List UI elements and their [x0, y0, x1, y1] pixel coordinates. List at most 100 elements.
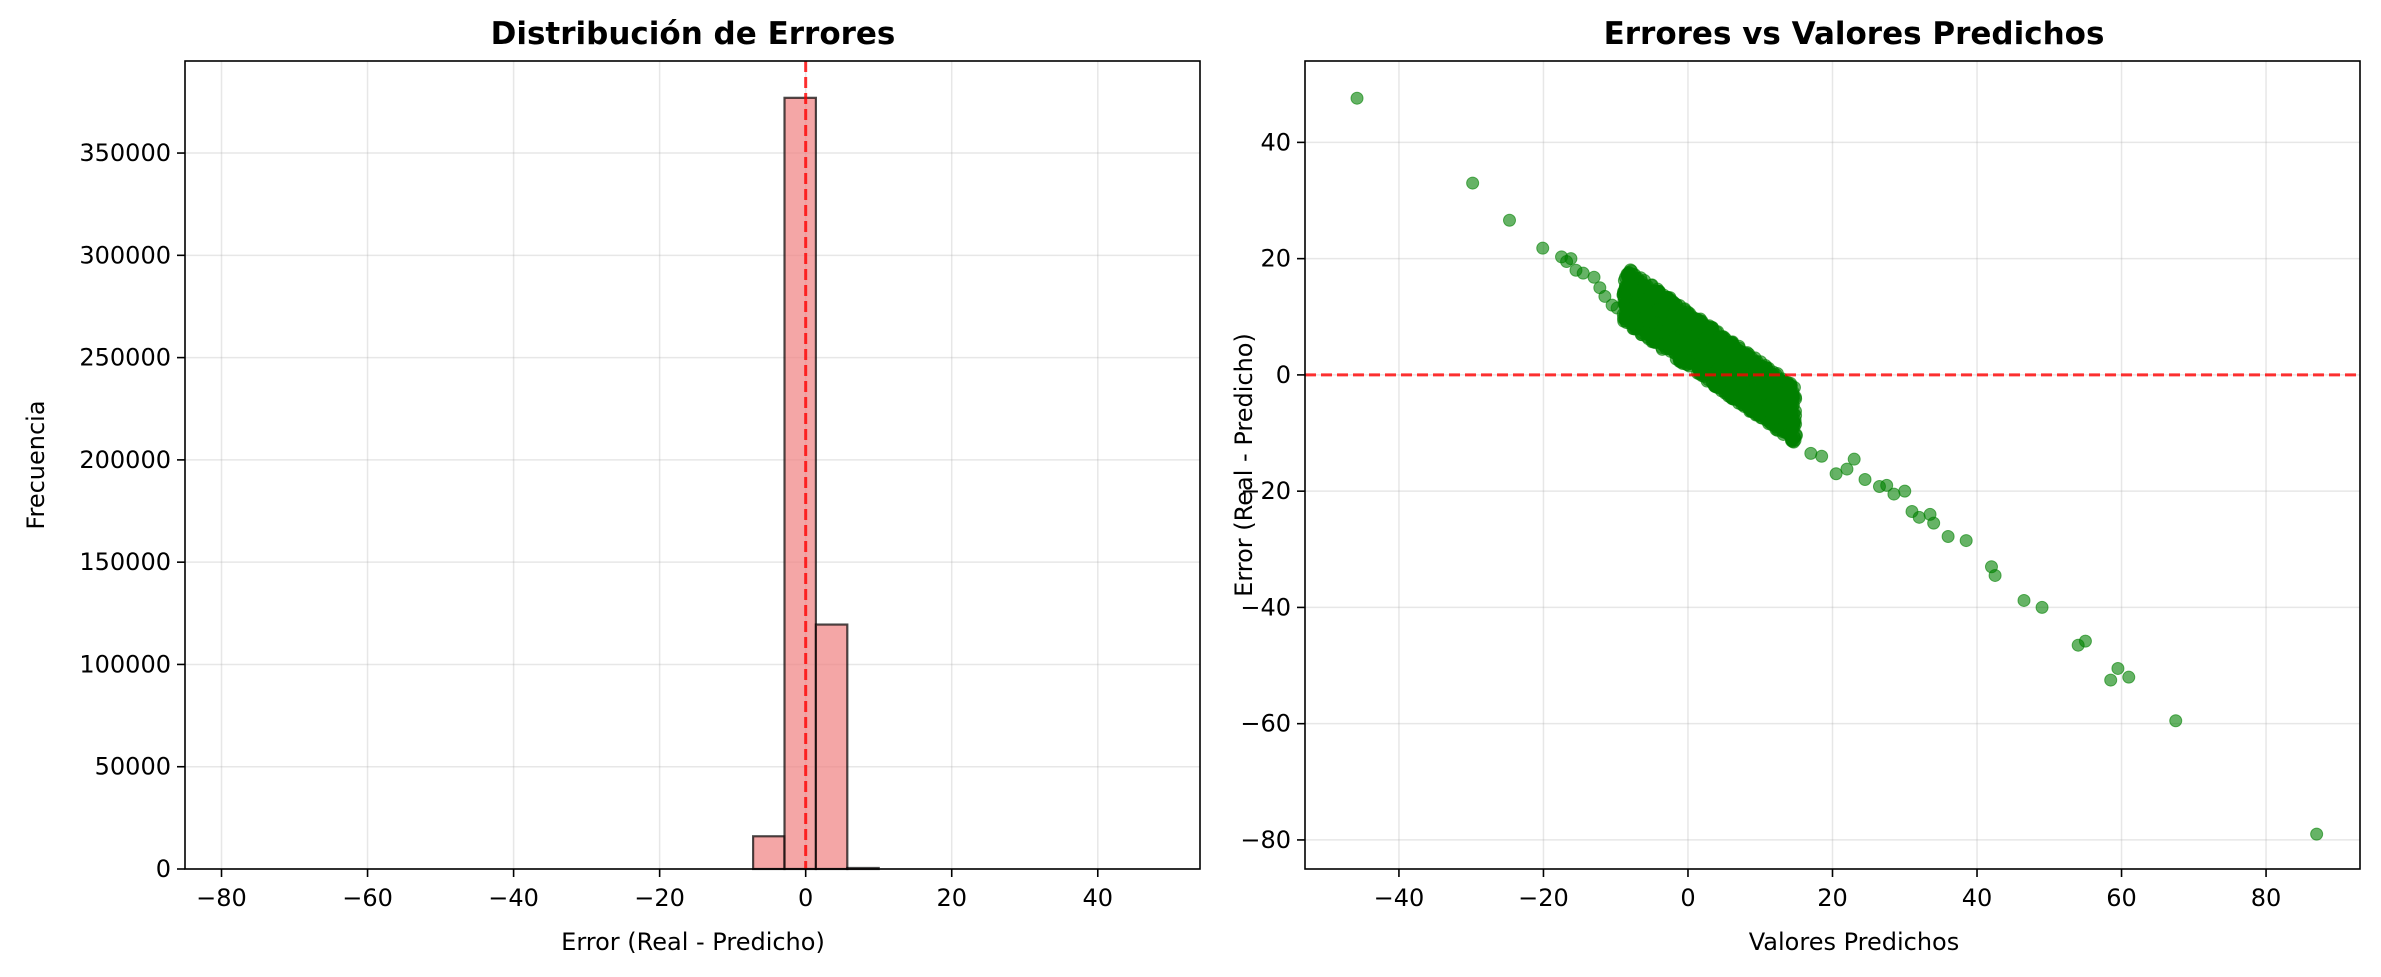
scatter-x-tick-label: 0: [1680, 884, 1695, 912]
scatter-y-tick-label: 20: [1260, 245, 1291, 273]
hist-y-tick-label: 100000: [79, 650, 171, 678]
scatter-x-tick-label: −20: [1518, 884, 1569, 912]
scatter-point: [2017, 593, 2031, 607]
scatter-point: [2122, 670, 2136, 684]
hist-y-tick-label: 300000: [79, 241, 171, 269]
scatter-point: [2310, 827, 2324, 841]
hist-bar: [814, 623, 849, 871]
hist-x-tick-label: −40: [488, 884, 539, 912]
scatter-y-tick-label: 40: [1260, 128, 1291, 156]
scatter-y-tick-label: −60: [1240, 710, 1291, 738]
scatter-x-tick-label: 60: [2106, 884, 2137, 912]
scatter-point: [1679, 316, 1693, 330]
scatter-y-tick-label: 0: [1276, 361, 1291, 389]
scatter-point: [1650, 282, 1664, 296]
hist-y-tick-label: 0: [156, 855, 171, 883]
scatter-point: [1630, 284, 1644, 298]
scatter-point: [1757, 386, 1771, 400]
scatter-point: [1536, 241, 1550, 255]
scatter-point: [1840, 462, 1854, 476]
hist-y-tick-label: 350000: [79, 139, 171, 167]
scatter-point: [1775, 407, 1789, 421]
hist-axes-frame: [184, 60, 1201, 870]
scatter-point: [1587, 270, 1601, 284]
scatter-point: [1698, 332, 1712, 346]
scatter-point: [1620, 316, 1634, 330]
scatter-point: [1690, 312, 1704, 326]
scatter-point: [1682, 341, 1696, 355]
scatter-point: [1959, 534, 1973, 548]
scatter-point: [1630, 298, 1644, 312]
scatter-point: [2035, 600, 2049, 614]
scatter-ylabel: Error (Real - Predicho): [1230, 333, 1258, 597]
scatter-point: [1674, 334, 1688, 348]
hist-x-tick-label: 40: [1082, 884, 1113, 912]
scatter-point: [1639, 326, 1653, 340]
scatter-point: [1661, 335, 1675, 349]
scatter-point: [1815, 449, 1829, 463]
scatter-point: [1804, 446, 1818, 460]
scatter-point: [1564, 252, 1578, 266]
scatter-point: [1847, 452, 1861, 466]
scatter-point: [1610, 301, 1624, 315]
hist-y-tick-label: 200000: [79, 446, 171, 474]
scatter-point: [2104, 673, 2118, 687]
scatter-point: [1927, 516, 1941, 530]
hist-xlabel: Error (Real - Predicho): [561, 928, 825, 956]
scatter-point: [2078, 634, 2092, 648]
histogram-chart: Distribución de Errores −80 −60 −40 −20 0 20 4…: [22, 16, 1201, 956]
scatter-x-tick-label: 20: [1817, 884, 1848, 912]
scatter-point: [1782, 378, 1796, 392]
hist-bar: [783, 96, 818, 871]
scatter-point: [1734, 345, 1748, 359]
hist-ylabel: Frecuencia: [22, 400, 50, 529]
scatter-point: [1466, 176, 1480, 190]
scatter-point: [1887, 487, 1901, 501]
hist-x-tick-label: 20: [936, 884, 967, 912]
scatter-grid: [1305, 61, 2360, 869]
scatter-x-tick-label: 40: [1962, 884, 1993, 912]
scatter-point: [2169, 714, 2183, 728]
hist-y-tick-label: 150000: [79, 548, 171, 576]
scatter-x-tick-label: 80: [2251, 884, 2282, 912]
scatter-point: [1691, 361, 1705, 375]
scatter-point: [1617, 290, 1631, 304]
scatter-point: [1576, 266, 1590, 280]
scatter-title: Errores vs Valores Predichos: [1604, 16, 2105, 52]
hist-y-tick-label: 50000: [95, 753, 171, 781]
hist-title: Distribución de Errores: [491, 16, 896, 52]
scatter-point: [1598, 289, 1612, 303]
scatter-point: [1502, 213, 1516, 227]
hist-y-tick-label: 250000: [79, 344, 171, 372]
scatter-point: [1912, 510, 1926, 524]
hist-x-tick-label: −60: [342, 884, 393, 912]
scatter-point: [1727, 391, 1741, 405]
scatter-point: [1858, 473, 1872, 487]
scatter-y-tick-label: −20: [1240, 477, 1291, 505]
hist-bars: [752, 96, 880, 871]
hist-x-tick-label: −20: [634, 884, 685, 912]
hist-x-ticks: −80 −60 −40 −20 0 20 40: [196, 869, 1113, 912]
hist-x-tick-label: 0: [798, 884, 813, 912]
scatter-point: [2111, 661, 2125, 675]
scatter-y-ticks: −80 −60 −40 −20 0 20 40: [1240, 128, 1305, 854]
scatter-chart: Errores vs Valores Predichos −40 −20 0 20 40…: [1230, 16, 2361, 956]
hist-x-tick-label: −80: [196, 884, 247, 912]
scatter-point: [1686, 330, 1700, 344]
scatter-point: [1880, 478, 1894, 492]
scatter-point: [1350, 91, 1364, 105]
scatter-point: [1751, 403, 1765, 417]
scatter-point: [1651, 303, 1665, 317]
scatter-point: [1898, 484, 1912, 498]
hist-grid: [185, 61, 1200, 870]
scatter-points: [1350, 91, 2324, 841]
scatter-point: [1786, 420, 1800, 434]
scatter-point: [1941, 529, 1955, 543]
hist-y-ticks: 0 50000 100000 150000 200000 250000 300000 3500…: [79, 139, 185, 883]
scatter-point: [1988, 568, 2002, 582]
scatter-xlabel: Valores Predichos: [1749, 928, 1960, 956]
scatter-point: [1829, 467, 1843, 481]
scatter-y-tick-label: −40: [1240, 593, 1291, 621]
scatter-point: [1715, 329, 1729, 343]
